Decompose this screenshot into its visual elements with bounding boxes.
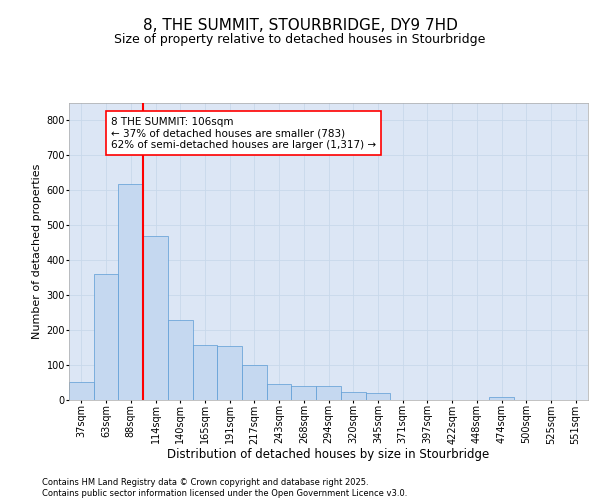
Text: 8 THE SUMMIT: 106sqm
← 37% of detached houses are smaller (783)
62% of semi-deta: 8 THE SUMMIT: 106sqm ← 37% of detached h…: [111, 116, 376, 150]
Text: Contains HM Land Registry data © Crown copyright and database right 2025.
Contai: Contains HM Land Registry data © Crown c…: [42, 478, 407, 498]
Y-axis label: Number of detached properties: Number of detached properties: [32, 164, 42, 339]
Bar: [365, 393, 390, 400]
Bar: [341, 392, 365, 400]
X-axis label: Distribution of detached houses by size in Stourbridge: Distribution of detached houses by size …: [167, 448, 490, 461]
Bar: [489, 397, 514, 400]
Bar: [193, 344, 217, 400]
Text: Size of property relative to detached houses in Stourbridge: Size of property relative to detached ho…: [115, 32, 485, 46]
Text: 8, THE SUMMIT, STOURBRIDGE, DY9 7HD: 8, THE SUMMIT, STOURBRIDGE, DY9 7HD: [143, 18, 457, 32]
Bar: [118, 184, 143, 400]
Bar: [94, 274, 118, 400]
Bar: [316, 386, 341, 400]
Bar: [267, 384, 292, 400]
Bar: [168, 320, 193, 400]
Bar: [292, 386, 316, 400]
Bar: [143, 236, 168, 400]
Bar: [217, 346, 242, 400]
Bar: [69, 382, 94, 400]
Bar: [242, 365, 267, 400]
